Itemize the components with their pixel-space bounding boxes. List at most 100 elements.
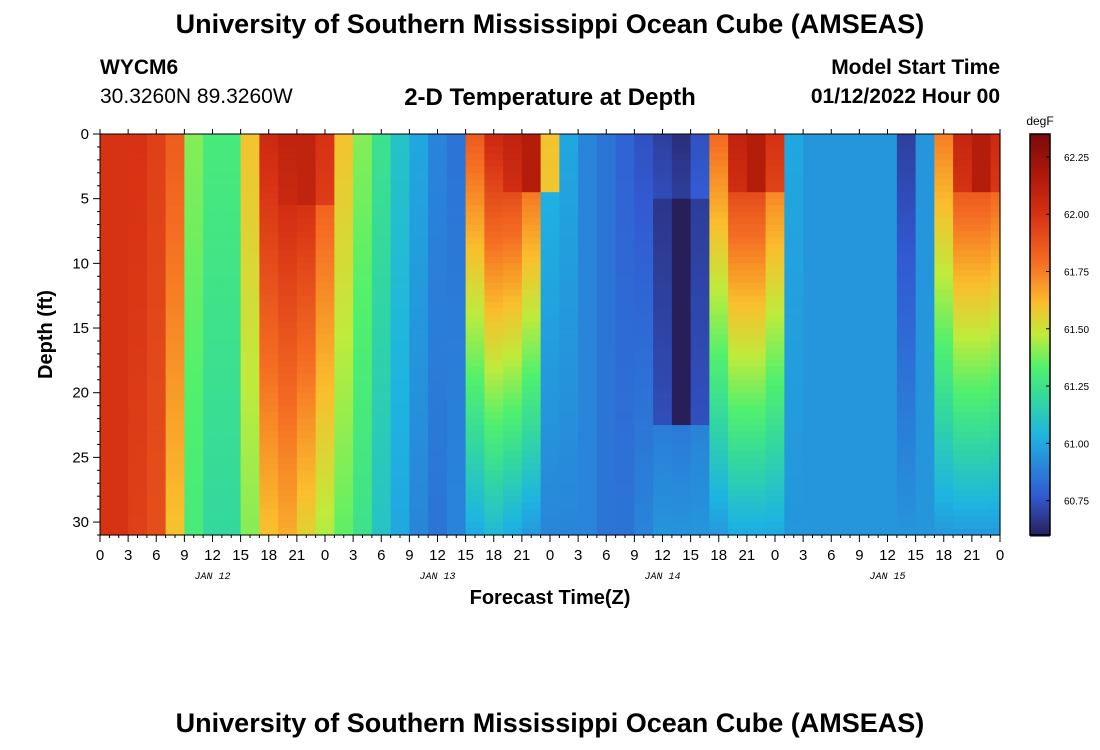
heatmap-cell xyxy=(784,211,804,219)
heatmap-cell xyxy=(446,347,467,355)
x-tick-label: 0 xyxy=(771,547,779,564)
heatmap-cell xyxy=(728,373,748,381)
heatmap-cell xyxy=(803,353,823,361)
heatmap-cell xyxy=(540,179,560,187)
heatmap-cell xyxy=(353,269,373,277)
heatmap-cell xyxy=(915,231,935,239)
heatmap-cell xyxy=(203,224,223,232)
heatmap-cell xyxy=(878,218,898,226)
heatmap-cell xyxy=(990,502,1001,510)
heatmap-cell xyxy=(334,295,354,303)
heatmap-cell xyxy=(184,373,204,381)
heatmap-cell xyxy=(915,302,935,310)
heatmap-cell xyxy=(671,437,692,446)
heatmap-cell xyxy=(934,399,954,407)
heatmap-cell xyxy=(371,172,392,180)
heatmap-cell xyxy=(540,340,560,349)
heatmap-cell xyxy=(953,205,973,213)
colorbar-band xyxy=(1030,462,1050,465)
heatmap-cell xyxy=(184,198,204,206)
heatmap-cell xyxy=(953,457,973,465)
heatmap-cell xyxy=(100,502,110,510)
colorbar-band xyxy=(1030,156,1050,159)
heatmap-cell xyxy=(296,425,317,433)
heatmap-cell xyxy=(746,399,767,407)
heatmap-cell xyxy=(821,218,842,226)
heatmap-cell xyxy=(390,295,410,303)
heatmap-cell xyxy=(109,405,129,413)
heatmap-cell xyxy=(203,463,223,471)
heatmap-cell xyxy=(278,522,298,530)
heatmap-cell xyxy=(821,502,842,510)
colorbar-band xyxy=(1030,484,1050,487)
heatmap-cell xyxy=(746,282,767,290)
heatmap-cell xyxy=(353,373,373,381)
heatmap-cell xyxy=(634,450,654,458)
heatmap-cell xyxy=(259,224,279,232)
heatmap-cell xyxy=(109,483,129,491)
heatmap-cell xyxy=(709,224,729,232)
heatmap-cell xyxy=(596,256,617,264)
heatmap-cell xyxy=(896,340,917,349)
heatmap-cell xyxy=(634,373,654,381)
heatmap-cell xyxy=(409,470,429,478)
heatmap-cell xyxy=(165,515,185,523)
heatmap-cell xyxy=(934,386,954,394)
heatmap-cell xyxy=(915,496,935,504)
heatmap-cell xyxy=(728,366,748,374)
heatmap-cell xyxy=(859,366,879,374)
heatmap-cell xyxy=(765,373,785,381)
heatmap-cell xyxy=(334,366,354,374)
heatmap-cell xyxy=(446,418,467,426)
heatmap-cell xyxy=(559,185,579,193)
heatmap-cell xyxy=(503,366,523,374)
heatmap-cell xyxy=(596,289,617,297)
heatmap-cell xyxy=(746,243,767,252)
colorbar-band xyxy=(1030,362,1050,365)
heatmap-cell xyxy=(634,463,654,471)
heatmap-cell xyxy=(653,263,673,271)
colorbar-band xyxy=(1030,416,1050,419)
heatmap-cell xyxy=(109,224,129,232)
heatmap-cell xyxy=(278,373,298,381)
heatmap-cell xyxy=(184,153,204,161)
heatmap-cell xyxy=(296,528,317,536)
heatmap-cell xyxy=(409,134,429,142)
heatmap-cell xyxy=(934,231,954,239)
heatmap-cell xyxy=(971,282,992,290)
heatmap-cell xyxy=(465,237,485,245)
heatmap-cell xyxy=(540,405,560,413)
heatmap-cell xyxy=(878,146,898,155)
heatmap-cell xyxy=(728,166,748,174)
heatmap-cell xyxy=(484,522,504,530)
heatmap-cell xyxy=(371,256,392,264)
heatmap-cell xyxy=(971,140,992,148)
heatmap-cell xyxy=(596,528,617,536)
heatmap-cell xyxy=(671,328,692,336)
heatmap-cell xyxy=(390,159,410,167)
heatmap-cell xyxy=(990,334,1001,342)
heatmap-cell xyxy=(728,528,748,536)
colorbar-band xyxy=(1030,274,1050,277)
heatmap-cell xyxy=(971,431,992,439)
heatmap-cell xyxy=(221,185,242,193)
heatmap-cell xyxy=(878,153,898,161)
heatmap-cell xyxy=(278,308,298,316)
heatmap-cell xyxy=(915,276,935,284)
heatmap-cell xyxy=(100,425,110,433)
colorbar-band xyxy=(1030,320,1050,323)
heatmap-cell xyxy=(690,166,710,174)
heatmap-cell xyxy=(484,224,504,232)
heatmap-cell xyxy=(915,522,935,530)
heatmap-cell xyxy=(615,412,635,420)
heatmap-cell xyxy=(334,347,354,355)
heatmap-cell xyxy=(334,489,354,497)
heatmap-cell xyxy=(746,457,767,465)
colorbar-band xyxy=(1030,226,1050,229)
heatmap-cell xyxy=(615,334,635,342)
heatmap-cell xyxy=(296,302,317,310)
heatmap-cell xyxy=(221,134,242,142)
heatmap-cell xyxy=(128,159,148,167)
heatmap-cell xyxy=(953,463,973,471)
heatmap-cell xyxy=(596,412,617,420)
